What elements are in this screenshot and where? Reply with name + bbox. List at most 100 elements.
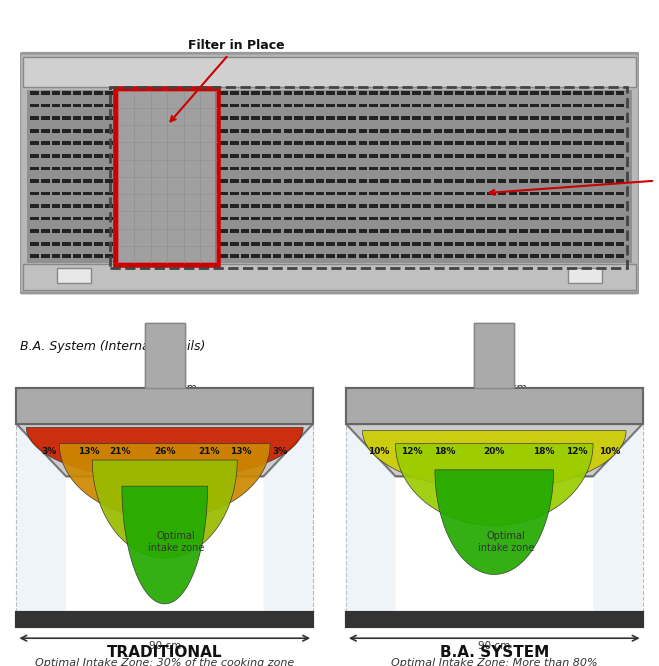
Polygon shape	[264, 424, 313, 612]
Bar	[316, 242, 324, 246]
Bar	[509, 117, 517, 120]
Bar	[294, 204, 303, 208]
Bar	[23, 57, 636, 87]
Bar	[562, 154, 571, 158]
Bar	[380, 166, 389, 170]
Bar	[380, 141, 389, 145]
Bar	[294, 179, 303, 182]
Bar	[41, 166, 49, 170]
Bar	[616, 179, 624, 182]
Bar	[412, 104, 421, 107]
Bar	[594, 91, 603, 95]
Bar	[348, 242, 357, 246]
Bar	[605, 154, 614, 158]
Bar	[423, 229, 432, 233]
Bar	[348, 91, 357, 95]
Bar	[337, 242, 346, 246]
Bar	[251, 104, 260, 107]
Bar	[316, 166, 324, 170]
Bar	[412, 229, 421, 233]
Bar	[326, 216, 335, 220]
Bar	[41, 129, 49, 133]
Bar	[519, 242, 528, 246]
Bar	[273, 141, 281, 145]
Bar	[16, 612, 313, 627]
Bar	[391, 179, 399, 182]
Bar	[391, 242, 399, 246]
Bar	[230, 242, 239, 246]
Bar	[283, 141, 292, 145]
Bar	[348, 229, 357, 233]
Bar	[466, 154, 474, 158]
Bar	[369, 166, 378, 170]
Bar	[41, 216, 49, 220]
Bar	[316, 91, 324, 95]
Bar	[509, 242, 517, 246]
Bar	[552, 242, 560, 246]
Bar	[401, 204, 410, 208]
Bar	[316, 141, 324, 145]
Bar	[41, 117, 49, 120]
Bar	[30, 91, 39, 95]
Bar	[326, 117, 335, 120]
Bar	[594, 166, 603, 170]
Bar	[605, 141, 614, 145]
Bar	[72, 192, 82, 195]
Bar	[584, 229, 592, 233]
Bar	[487, 141, 496, 145]
Bar	[584, 91, 592, 95]
Bar	[380, 192, 389, 195]
FancyBboxPatch shape	[20, 53, 639, 293]
Bar	[305, 192, 314, 195]
Bar	[294, 154, 303, 158]
Bar	[562, 204, 571, 208]
Bar	[412, 254, 421, 258]
Bar	[84, 117, 92, 120]
Bar	[573, 204, 581, 208]
Bar	[51, 179, 60, 182]
Bar	[358, 179, 367, 182]
Bar	[455, 129, 464, 133]
Bar	[498, 242, 507, 246]
Bar	[434, 166, 442, 170]
Bar	[62, 117, 71, 120]
Bar	[498, 229, 507, 233]
Bar	[616, 204, 624, 208]
Bar	[455, 117, 464, 120]
Bar	[487, 216, 496, 220]
Bar	[283, 154, 292, 158]
Bar	[305, 179, 314, 182]
Bar	[337, 129, 346, 133]
Bar	[251, 166, 260, 170]
Bar	[540, 179, 550, 182]
Bar	[391, 229, 399, 233]
Bar	[369, 91, 378, 95]
Polygon shape	[346, 424, 395, 612]
Bar	[51, 229, 60, 233]
Bar	[62, 216, 71, 220]
Polygon shape	[16, 424, 313, 476]
Bar	[434, 179, 442, 182]
Bar	[562, 254, 571, 258]
Bar	[94, 117, 103, 120]
Bar	[476, 216, 485, 220]
Bar	[326, 242, 335, 246]
Bar	[230, 254, 239, 258]
Bar	[94, 204, 103, 208]
Bar	[540, 154, 550, 158]
Bar	[30, 179, 39, 182]
Bar	[337, 166, 346, 170]
Bar	[262, 179, 271, 182]
Bar	[337, 117, 346, 120]
Bar	[380, 254, 389, 258]
Bar	[391, 154, 399, 158]
Text: 21%: 21%	[198, 448, 220, 456]
Bar	[487, 254, 496, 258]
Bar	[51, 117, 60, 120]
Bar	[251, 129, 260, 133]
Bar	[401, 141, 410, 145]
Bar	[273, 242, 281, 246]
Bar	[552, 91, 560, 95]
Bar	[241, 192, 249, 195]
Bar	[487, 242, 496, 246]
